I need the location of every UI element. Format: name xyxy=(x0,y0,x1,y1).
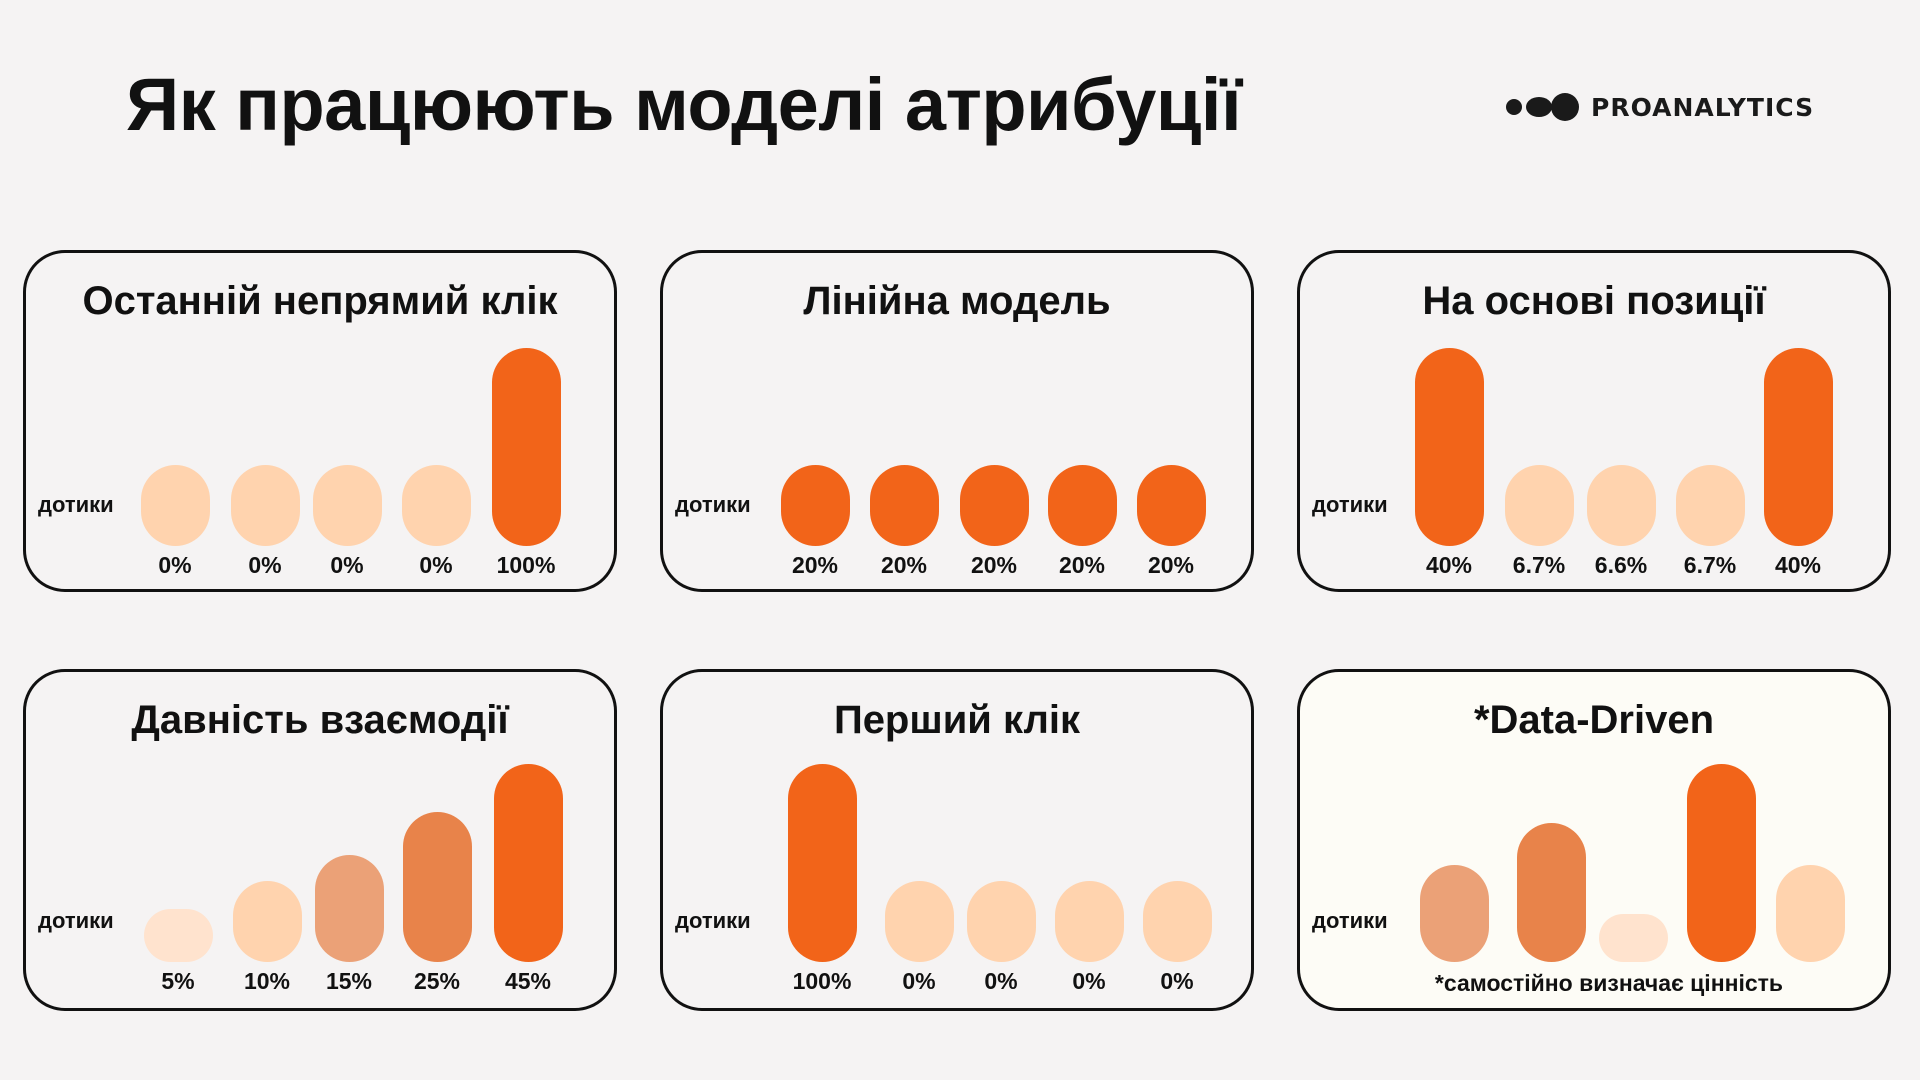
touchpoints-label: дотики xyxy=(1312,908,1388,933)
model-card-last-indirect-click: Останній непрямий клік дотики 0% 0% 0% 0% 100… xyxy=(23,250,617,592)
bar xyxy=(1420,865,1489,962)
bar-value-label: 0% xyxy=(248,552,282,578)
footnote: *самостійно визначає цінність xyxy=(1434,970,1784,996)
bar-value-label: 0% xyxy=(1160,968,1194,994)
touchpoints-label: дотики xyxy=(38,492,114,517)
bar xyxy=(1505,465,1574,546)
page-title: Як працюють моделі атрибуції xyxy=(126,63,1242,146)
bar xyxy=(1776,865,1845,962)
bar xyxy=(960,465,1029,546)
bar xyxy=(1137,465,1206,546)
bar-value-label: 20% xyxy=(970,552,1018,578)
bar-value-label: 6.6% xyxy=(1594,552,1648,578)
bar-value-label: 0% xyxy=(419,552,453,578)
bar xyxy=(231,465,300,546)
bar-value-label: 40% xyxy=(1425,552,1473,578)
bar xyxy=(144,909,213,962)
card-title: *Data-Driven xyxy=(1473,698,1715,742)
card-title: На основі позиції xyxy=(1422,279,1766,323)
bar xyxy=(788,764,857,962)
touchpoints-label: дотики xyxy=(1312,492,1388,517)
logo: PROANALYTICS xyxy=(1505,92,1814,122)
touchpoints-label: дотики xyxy=(675,908,751,933)
card-title: Перший клік xyxy=(833,698,1081,742)
bar xyxy=(1764,348,1833,546)
model-card-time-decay: Давність взаємодії дотики 5% 10% 15% 25% 45% xyxy=(23,669,617,1011)
card-title: Останній непрямий клік xyxy=(82,279,558,323)
bar-value-label: 40% xyxy=(1774,552,1822,578)
bar xyxy=(1587,465,1656,546)
bar xyxy=(885,881,954,962)
card-title: Лінійна модель xyxy=(803,279,1111,323)
touchpoints-label: дотики xyxy=(675,492,751,517)
bar xyxy=(492,348,561,546)
bar-value-label: 100% xyxy=(496,552,556,578)
bar xyxy=(781,465,850,546)
bar-value-label: 0% xyxy=(902,968,936,994)
bar xyxy=(403,812,472,962)
model-card-position-based: На основі позиції дотики 40% 6.7% 6.6% 6.7% 4… xyxy=(1297,250,1891,592)
bar xyxy=(315,855,384,962)
bar xyxy=(402,465,471,546)
model-card-linear: Лінійна модель дотики 20% 20% 20% 20% 20% xyxy=(660,250,1254,592)
bar-value-label: 100% xyxy=(792,968,852,994)
bar xyxy=(967,881,1036,962)
bar-value-label: 15% xyxy=(325,968,373,994)
model-card-first-click: Перший клік дотики 100% 0% 0% 0% 0% xyxy=(660,669,1254,1011)
bar-value-label: 6.7% xyxy=(1512,552,1566,578)
bar xyxy=(141,465,210,546)
bar-value-label: 20% xyxy=(1058,552,1106,578)
bar xyxy=(1055,881,1124,962)
bar xyxy=(313,465,382,546)
bar xyxy=(233,881,302,962)
bar-value-label: 0% xyxy=(330,552,364,578)
bar-value-label: 0% xyxy=(1072,968,1106,994)
bar-value-label: 0% xyxy=(158,552,192,578)
bar xyxy=(870,465,939,546)
bar xyxy=(1143,881,1212,962)
bar xyxy=(494,764,563,962)
card-title: Давність взаємодії xyxy=(131,698,509,742)
model-card-data-driven: *Data-Driven дотики *самостійно визначає … xyxy=(1297,669,1891,1011)
touchpoints-label: дотики xyxy=(38,908,114,933)
bar xyxy=(1599,914,1668,962)
bar-value-label: 20% xyxy=(880,552,928,578)
bar xyxy=(1517,823,1586,962)
bar-value-label: 20% xyxy=(1147,552,1195,578)
bar-value-label: 10% xyxy=(243,968,291,994)
bar-value-label: 5% xyxy=(161,968,195,994)
logo-dots-icon xyxy=(1506,93,1579,121)
bar-value-label: 25% xyxy=(413,968,461,994)
bar-value-label: 6.7% xyxy=(1683,552,1737,578)
logo-text: PROANALYTICS xyxy=(1591,92,1815,122)
bar xyxy=(1687,764,1756,962)
bar-value-label: 20% xyxy=(791,552,839,578)
bar xyxy=(1048,465,1117,546)
bar xyxy=(1415,348,1484,546)
bar-value-label: 45% xyxy=(504,968,552,994)
bar xyxy=(1676,465,1745,546)
bar-value-label: 0% xyxy=(984,968,1018,994)
